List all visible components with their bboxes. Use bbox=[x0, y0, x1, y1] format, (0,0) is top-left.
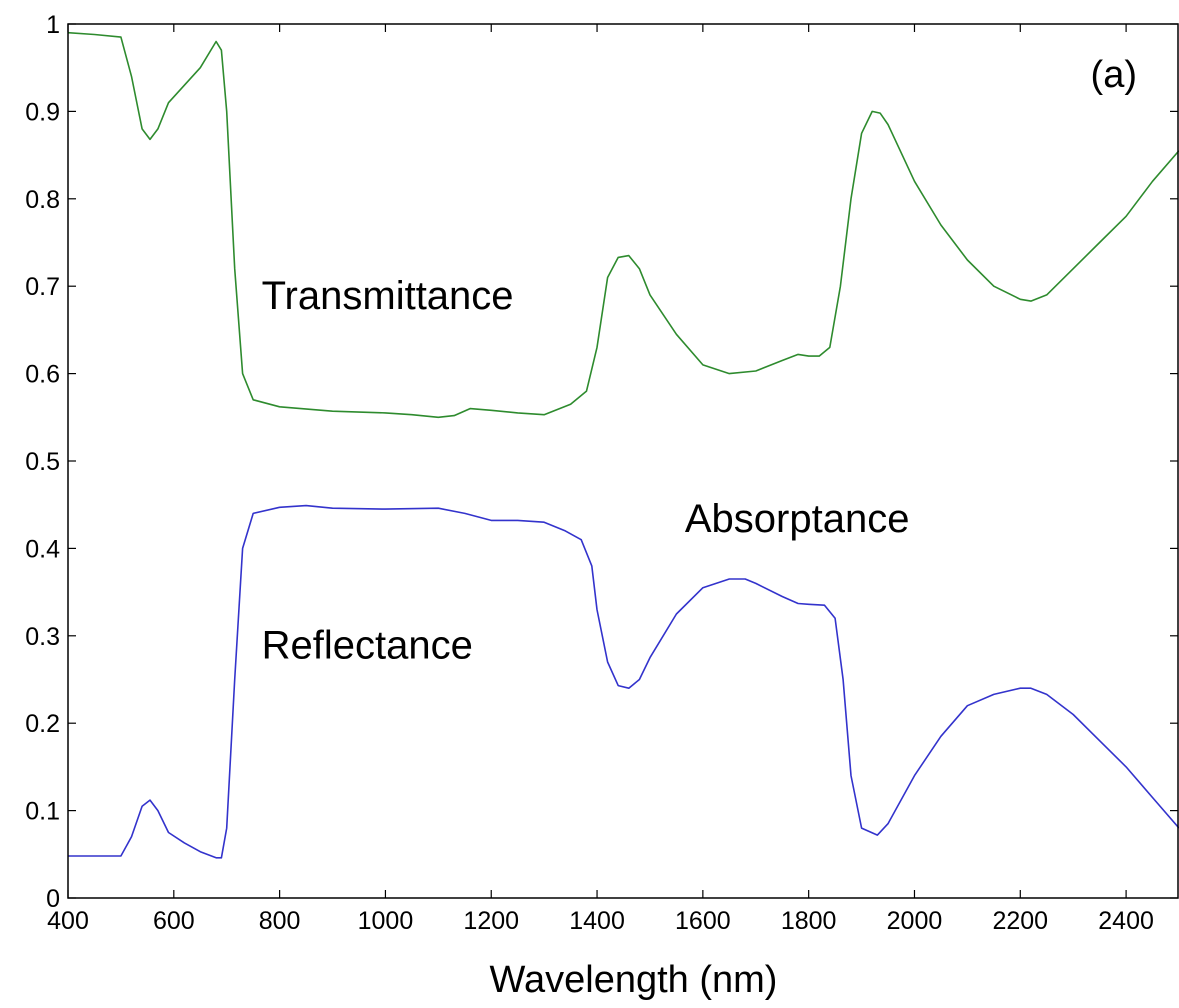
x-tick-label: 400 bbox=[47, 907, 89, 935]
x-axis: 400 600 800 1000 1200 1400 1600 1800 2000 2200 240… bbox=[47, 24, 1154, 935]
y-tick-label: 0.4 bbox=[25, 535, 60, 563]
x-tick-label: 2400 bbox=[1098, 907, 1154, 935]
x-tick-label: 2000 bbox=[887, 907, 943, 935]
series-line-1 bbox=[68, 504, 1179, 859]
y-tick-label: 0.2 bbox=[25, 710, 60, 738]
y-axis: 0 0.1 0.2 0.3 0.4 0.5 0.6 0.7 0.8 0.9 1 bbox=[25, 11, 1178, 913]
y-tick-label: 0.5 bbox=[25, 448, 60, 476]
annotations: Transmittance Absorptance Reflectance bbox=[262, 274, 910, 668]
y-tick-label: 0.1 bbox=[25, 798, 60, 826]
x-tick-label: 1200 bbox=[463, 907, 519, 935]
y-tick-label: 0 bbox=[46, 885, 60, 913]
annotation-absorptance: Absorptance bbox=[685, 497, 910, 541]
annotation-reflectance: Reflectance bbox=[262, 624, 473, 668]
x-tick-label: 800 bbox=[259, 907, 301, 935]
annotation-transmittance: Transmittance bbox=[262, 274, 514, 318]
panel-label: (a) bbox=[1091, 54, 1137, 96]
y-tick-label: 0.7 bbox=[25, 273, 60, 301]
y-tick-label: 0.8 bbox=[25, 186, 60, 214]
series-layer bbox=[68, 31, 1179, 859]
plot-frame bbox=[67, 23, 1179, 899]
x-axis-label: Wavelength (nm) bbox=[490, 959, 778, 1001]
x-tick-label: 1400 bbox=[569, 907, 625, 935]
series-line-0 bbox=[68, 31, 1179, 419]
x-tick-label: 1800 bbox=[781, 907, 837, 935]
x-tick-label: 1000 bbox=[358, 907, 414, 935]
x-tick-label: 600 bbox=[153, 907, 195, 935]
y-tick-label: 0.9 bbox=[25, 98, 60, 126]
y-tick-label: 0.6 bbox=[25, 361, 60, 389]
x-tick-label: 1600 bbox=[675, 907, 731, 935]
y-tick-label: 0.3 bbox=[25, 623, 60, 651]
x-tick-label: 2200 bbox=[992, 907, 1048, 935]
y-tick-label: 1 bbox=[46, 11, 60, 39]
